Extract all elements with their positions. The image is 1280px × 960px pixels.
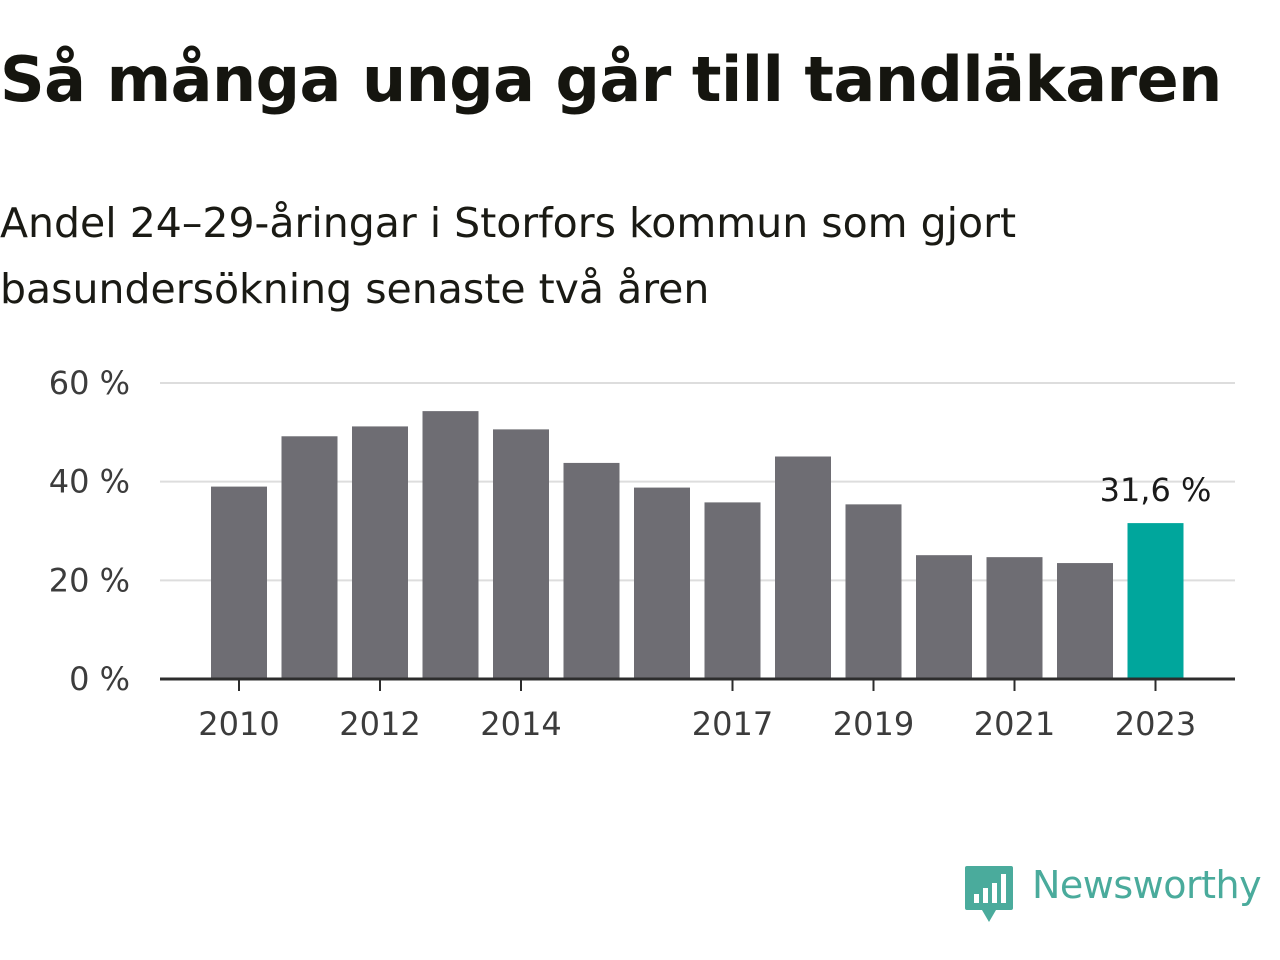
y-tick-label: 20 % — [49, 561, 130, 599]
highlight-data-label: 31,6 % — [1100, 471, 1212, 509]
bar-2010 — [211, 486, 267, 679]
bar-2013 — [422, 411, 479, 679]
bar-2019 — [845, 504, 902, 679]
x-tick-label: 2010 — [198, 705, 279, 743]
bar-2018 — [775, 456, 831, 679]
labels: 0 % 20 % 40 % 60 % 2010 2012 2014 2017 2019 2021 2… — [49, 364, 1212, 743]
bars — [211, 411, 1184, 679]
bar-2011 — [281, 436, 338, 679]
bar-2021 — [986, 557, 1043, 679]
bar-2016 — [634, 487, 690, 679]
y-tick-label: 60 % — [49, 364, 130, 402]
bar-2017 — [704, 502, 761, 679]
bar-2015 — [563, 462, 620, 679]
newsworthy-logo: Newsworthy — [964, 863, 1262, 924]
x-tick-label: 2019 — [833, 705, 914, 743]
gridlines — [160, 382, 1235, 582]
x-tick-label: 2023 — [1115, 705, 1196, 743]
bar-2022 — [1057, 563, 1113, 679]
bar-2014 — [493, 429, 549, 679]
chart-title: Så många unga går till tandläkaren — [0, 43, 1222, 116]
x-tick-label: 2012 — [339, 705, 420, 743]
x-tick-label: 2021 — [974, 705, 1055, 743]
y-tick-label: 40 % — [49, 463, 130, 501]
bar-chart: 0 % 20 % 40 % 60 % 2010 2012 2014 2017 2019 2021 2… — [49, 364, 1235, 743]
newsworthy-logo-icon — [965, 866, 1013, 922]
x-axis — [160, 677, 1235, 691]
bar-2020 — [916, 555, 972, 679]
bar-2023 — [1127, 523, 1184, 679]
x-tick-label: 2014 — [480, 705, 561, 743]
newsworthy-logo-text: Newsworthy — [1032, 863, 1262, 907]
x-tick-label: 2017 — [692, 705, 773, 743]
bar-2012 — [352, 426, 408, 679]
y-tick-label: 0 % — [69, 660, 130, 698]
chart-subtitle: Andel 24–29-åringar i Storfors kommun so… — [0, 199, 1017, 313]
